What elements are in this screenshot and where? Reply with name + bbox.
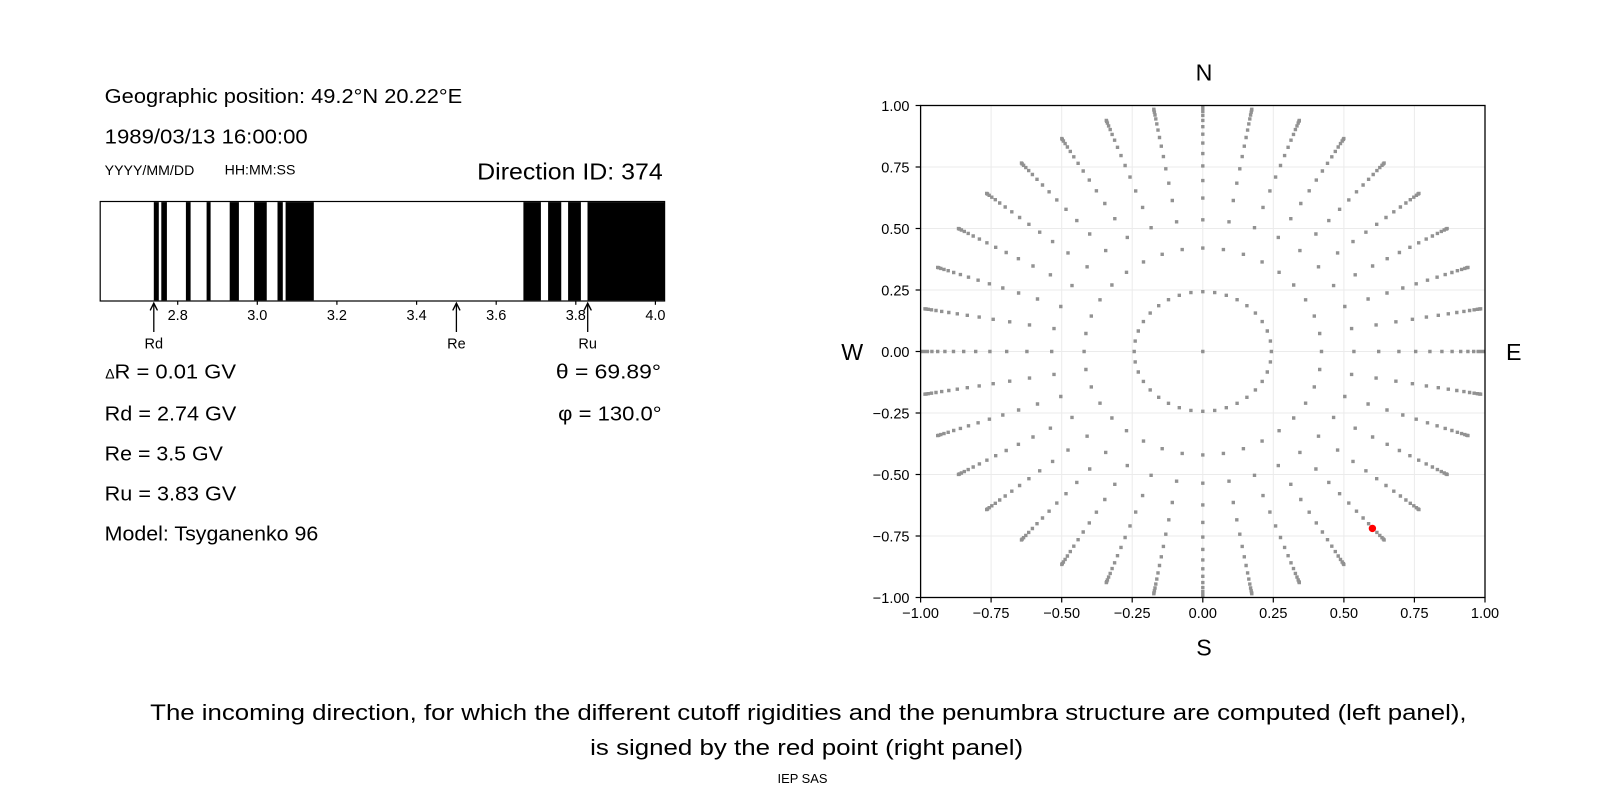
svg-text:2.8: 2.8 — [168, 308, 188, 324]
svg-text:−0.25: −0.25 — [873, 407, 910, 423]
svg-text:Ru: Ru — [578, 337, 597, 353]
svg-text:4.0: 4.0 — [645, 308, 665, 324]
svg-text:Rd: Rd — [145, 337, 164, 353]
svg-text:0.75: 0.75 — [881, 161, 909, 177]
svg-text:−0.75: −0.75 — [873, 530, 910, 546]
svg-text:0.50: 0.50 — [881, 222, 909, 238]
svg-text:Model: Tsyganenko 96: Model: Tsyganenko 96 — [105, 523, 319, 546]
svg-text:Ru = 3.83 GV: Ru = 3.83 GV — [105, 483, 237, 506]
svg-text:1989/03/13 16:00:00: 1989/03/13 16:00:00 — [105, 125, 308, 148]
svg-text:3.4: 3.4 — [407, 308, 427, 324]
svg-text:3.2: 3.2 — [327, 308, 347, 324]
svg-text:−0.50: −0.50 — [1043, 606, 1080, 622]
svg-text:φ = 130.0°: φ = 130.0° — [558, 403, 661, 426]
svg-text:E: E — [1506, 339, 1521, 365]
svg-text:The incoming direction, for wh: The incoming direction, for which the di… — [150, 700, 1466, 725]
svg-text:−1.00: −1.00 — [902, 606, 939, 622]
svg-text:N: N — [1196, 59, 1213, 85]
svg-text:3.6: 3.6 — [486, 308, 506, 324]
svg-text:Re = 3.5 GV: Re = 3.5 GV — [105, 443, 224, 466]
svg-text:θ = 69.89°: θ = 69.89° — [556, 361, 661, 384]
svg-text:−0.75: −0.75 — [973, 606, 1010, 622]
svg-text:Direction ID: 374: Direction ID: 374 — [477, 159, 663, 185]
svg-text:Δ: Δ — [105, 366, 114, 382]
svg-text:W: W — [841, 339, 863, 365]
svg-text:1.00: 1.00 — [1471, 606, 1499, 622]
svg-text:−0.50: −0.50 — [873, 468, 910, 484]
svg-text:3.8: 3.8 — [566, 308, 586, 324]
svg-text:0.50: 0.50 — [1330, 606, 1358, 622]
svg-text:YYYY/MM/DD: YYYY/MM/DD — [105, 163, 195, 178]
svg-text:−0.25: −0.25 — [1114, 606, 1151, 622]
svg-text:3.0: 3.0 — [247, 308, 267, 324]
svg-text:0.25: 0.25 — [881, 284, 909, 300]
svg-text:0.25: 0.25 — [1259, 606, 1287, 622]
svg-text:0.00: 0.00 — [881, 345, 909, 361]
svg-text:0.75: 0.75 — [1400, 606, 1428, 622]
svg-text:1.00: 1.00 — [881, 99, 909, 115]
svg-text:S: S — [1196, 635, 1211, 661]
svg-text:R = 0.01 GV: R = 0.01 GV — [115, 361, 237, 384]
svg-text:Rd = 2.74 GV: Rd = 2.74 GV — [105, 403, 237, 426]
svg-text:−1.00: −1.00 — [873, 591, 910, 607]
svg-text:HH:MM:SS: HH:MM:SS — [225, 163, 296, 178]
svg-text:is signed by the red point (ri: is signed by the red point (right panel) — [590, 735, 1023, 760]
svg-text:Geographic position: 49.2°N 20: Geographic position: 49.2°N 20.22°E — [105, 85, 463, 108]
svg-text:0.00: 0.00 — [1189, 606, 1217, 622]
svg-text:Re: Re — [447, 337, 466, 353]
svg-text:IEP SAS: IEP SAS — [778, 771, 828, 786]
